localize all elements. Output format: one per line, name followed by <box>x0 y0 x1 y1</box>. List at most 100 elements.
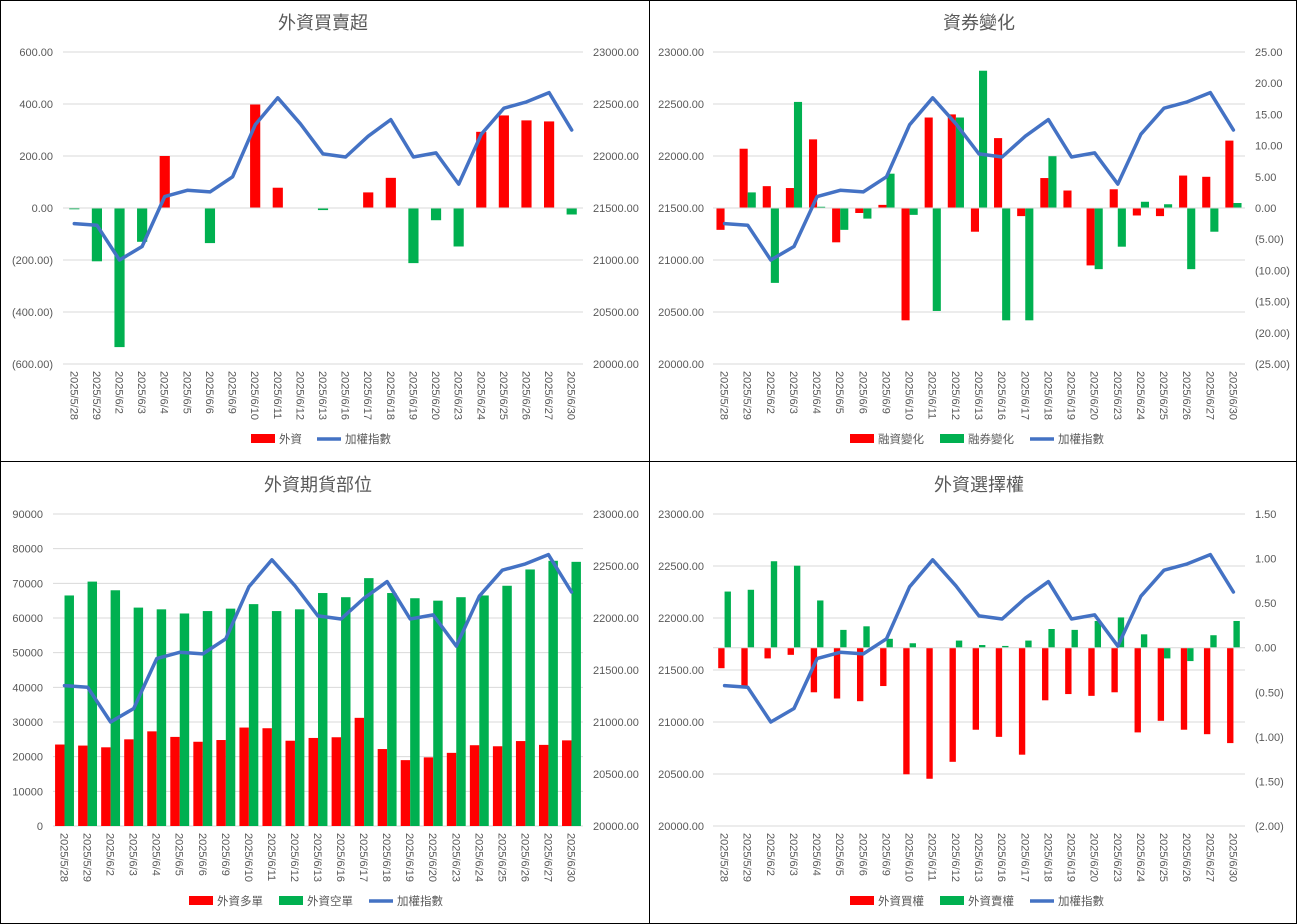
category-label: 2025/6/24 <box>472 833 484 882</box>
right-axis-tick-label: 23000.00 <box>593 47 639 59</box>
left-axis-tick-label: 23000.00 <box>658 509 704 521</box>
category-label: 2025/5/28 <box>718 833 730 882</box>
bar-series1 <box>1155 208 1165 217</box>
category-label: 2025/6/4 <box>810 371 822 414</box>
legend-item: 外資買權 <box>850 894 924 908</box>
bar-series1 <box>147 731 157 826</box>
category-label: 2025/6/13 <box>972 833 984 882</box>
category-label: 2025/6/6 <box>856 371 868 414</box>
bar-series2 <box>979 645 986 648</box>
left-axis-tick-label: 30000 <box>12 717 43 729</box>
bar-series1 <box>1109 189 1118 208</box>
category-label: 2025/6/27 <box>1203 371 1215 420</box>
legend-swatch <box>251 434 275 443</box>
legend-label: 融資變化 <box>878 432 924 446</box>
category-label: 2025/6/2 <box>764 371 776 414</box>
right-axis-tick-label: 23000.00 <box>593 509 639 521</box>
right-axis-tick-label: (25.00) <box>1255 359 1290 371</box>
right-axis-tick-label: 20000.00 <box>593 821 639 833</box>
bar-series2 <box>248 604 259 826</box>
bar-series2 <box>1094 208 1103 270</box>
bar-series1 <box>833 647 841 699</box>
legend-label: 加權指數 <box>345 432 391 446</box>
bar-series1 <box>193 741 203 826</box>
bar-series2 <box>955 640 963 648</box>
category-label: 2025/6/10 <box>903 371 915 420</box>
left-axis-tick-label: 23000.00 <box>658 47 704 59</box>
bar-series2 <box>1210 635 1217 648</box>
bar-series2 <box>932 208 941 311</box>
category-label: 2025/6/25 <box>1157 371 1169 420</box>
category-label: 2025/6/11 <box>926 833 938 881</box>
category-label: 2025/6/30 <box>1226 371 1238 420</box>
legend-swatch <box>940 896 964 905</box>
left-axis-tick-label: 80000 <box>12 544 43 556</box>
category-label: 2025/6/17 <box>357 833 369 882</box>
bar-series2 <box>747 192 756 208</box>
category-label: 2025/6/9 <box>226 371 238 414</box>
legend-label: 外資買權 <box>878 894 924 908</box>
left-axis-tick-label: 22000.00 <box>658 613 704 625</box>
bar-series1 <box>101 747 111 826</box>
category-label: 2025/5/28 <box>58 833 70 882</box>
chart-title: 資券變化 <box>943 13 1015 34</box>
legend-item: 加權指數 <box>369 894 443 908</box>
bar-series1 <box>1203 647 1211 735</box>
category-label: 2025/6/9 <box>880 371 892 414</box>
chart-svg: 外資選擇權 20000.00 20500.00 21000.00 21500.00 220… <box>658 475 1284 908</box>
category-label: 2025/6/2 <box>113 371 125 414</box>
category-label: 2025/6/19 <box>403 833 415 882</box>
bar-series1 <box>741 647 748 688</box>
bar-series1 <box>1179 175 1188 208</box>
legend-swatch <box>279 896 303 905</box>
left-axis-tick-label: 200.00 <box>19 151 53 163</box>
bar-series2 <box>840 208 849 230</box>
category-label: 2025/6/9 <box>880 833 892 876</box>
bar-series1 <box>1063 190 1072 208</box>
bar-series1 <box>855 208 864 213</box>
right-axis-tick-label: (2.00) <box>1255 821 1284 833</box>
bar-series1 <box>377 749 388 826</box>
bar-series2 <box>87 581 98 826</box>
category-label: 2025/6/2 <box>104 833 116 876</box>
bar-series1 <box>331 737 342 826</box>
left-axis-tick-label: 22500.00 <box>658 99 704 111</box>
left-axis-tick-label: 0.00 <box>32 203 53 215</box>
index-line <box>722 90 1236 262</box>
bar-series1 <box>521 120 532 208</box>
foreign-net-buy-chart: 外資買賣超 (600.00) (400.00) (200.00) 0.00 200.00 4… <box>0 0 650 462</box>
left-axis-tick-label: 20000.00 <box>658 359 704 371</box>
bar-series2 <box>1117 208 1126 247</box>
category-label: 2025/6/4 <box>150 833 162 876</box>
category-label: 2025/6/4 <box>158 371 170 414</box>
category-label: 2025/6/18 <box>380 833 392 882</box>
bar-series1 <box>91 208 102 262</box>
bar-series1 <box>453 208 464 247</box>
bar-series1 <box>1042 647 1049 701</box>
category-label: 2025/5/28 <box>67 371 79 420</box>
right-axis-tick-label: 21000.00 <box>593 717 639 729</box>
bar-series2 <box>479 595 489 826</box>
bar-series1 <box>204 208 216 244</box>
bar-series1 <box>1180 647 1188 730</box>
bar-series1 <box>924 117 933 208</box>
category-label: 2025/6/13 <box>316 371 328 420</box>
bar-series2 <box>979 70 988 208</box>
legend-item: 融券變化 <box>940 432 1014 446</box>
bar-series1 <box>317 208 329 211</box>
bar-series2 <box>64 595 74 826</box>
bar-series1 <box>538 744 549 826</box>
bar-series2 <box>886 173 895 208</box>
right-axis-tick-label: (1.00) <box>1255 732 1284 744</box>
left-axis-tick-label: 22000.00 <box>658 151 704 163</box>
right-axis-tick-label: 0.00 <box>1255 643 1276 655</box>
bar-series1 <box>1040 178 1049 208</box>
bar-series2 <box>863 208 872 219</box>
legend-label: 加權指數 <box>1058 432 1104 446</box>
category-label: 2025/6/24 <box>1134 371 1146 420</box>
category-label: 2025/6/10 <box>242 833 254 882</box>
left-axis-tick-label: 21500.00 <box>658 203 704 215</box>
bar-series2 <box>1187 208 1196 270</box>
bar-series1 <box>947 114 956 208</box>
